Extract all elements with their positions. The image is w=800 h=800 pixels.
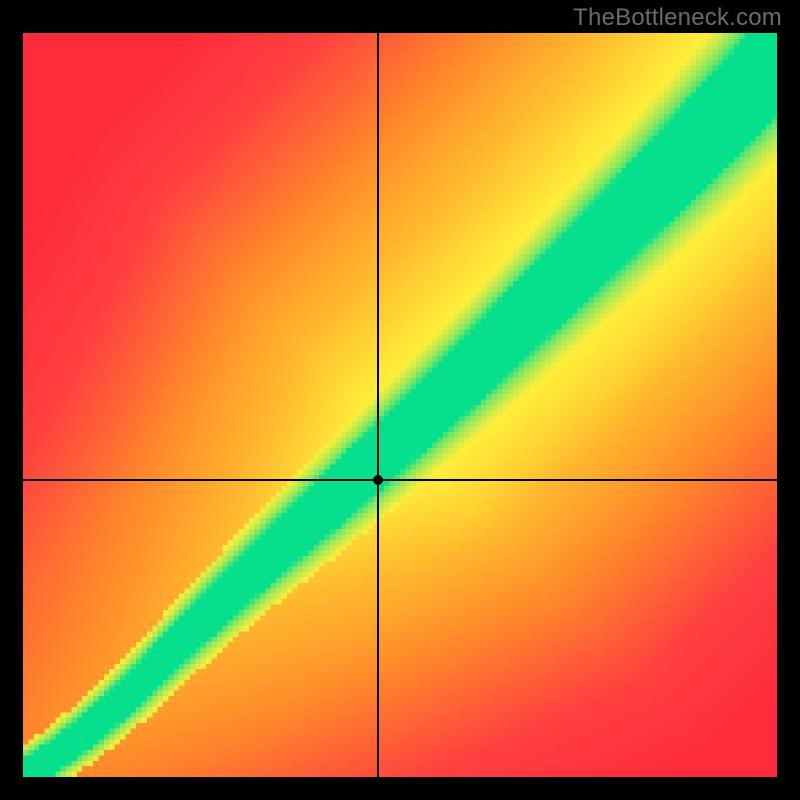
heatmap-canvas — [23, 33, 777, 777]
watermark-text: TheBottleneck.com — [573, 4, 782, 32]
plot-area — [23, 33, 777, 777]
chart-container: TheBottleneck.com — [0, 0, 800, 800]
